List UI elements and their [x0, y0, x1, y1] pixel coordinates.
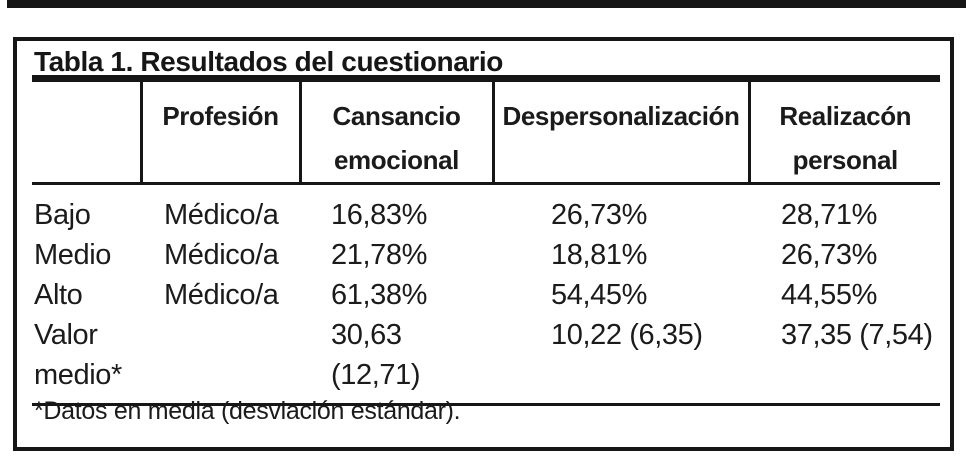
column-header-empty: [32, 75, 141, 185]
data-cell: 30,63 (12,71): [300, 315, 493, 406]
data-cell: [141, 315, 300, 406]
table-row-alto: Alto Médico/a 61,38% 54,45% 44,55%: [32, 275, 940, 315]
data-cell: 26,73%: [781, 239, 877, 271]
data-cell: 26,73%: [551, 199, 647, 231]
table-row-bajo: Bajo Médico/a 16,83% 26,73% 28,71%: [32, 184, 940, 236]
data-cell: Médico/a: [164, 199, 279, 231]
data-cell: 16,83%: [331, 199, 427, 231]
data-cell: 61,38%: [331, 279, 427, 311]
table-title: Tabla 1. Resultados del cuestionario: [34, 46, 503, 77]
column-header-realizacion-personal: Realizacón personal: [747, 75, 940, 185]
row-label: Alto: [34, 279, 83, 311]
data-cell: 21,78%: [331, 239, 427, 271]
table-footnote: *Datos en media (desviación estándar).: [34, 397, 461, 425]
data-cell: 10,22 (6,35): [493, 315, 749, 406]
column-header-despersonalizacion: Despersonalización: [491, 75, 749, 185]
data-cell: Médico/a: [164, 279, 279, 311]
data-cell: 18,81%: [551, 239, 647, 271]
column-header-profesion: Profesión: [139, 75, 300, 185]
table-row-medio: Medio Médico/a 21,78% 18,81% 26,73%: [32, 235, 940, 275]
results-table: Profesión Cansancio emocional Despersona…: [32, 75, 940, 406]
table-row-valor-medio: Valor medio* 30,63 (12,71) 10,22 (6,35) …: [32, 315, 940, 406]
row-label: Valor medio*: [32, 315, 141, 406]
top-divider-bar: [7, 0, 966, 8]
data-cell: 44,55%: [781, 279, 877, 311]
column-header-cansancio-emocional: Cansancio emocional: [298, 75, 493, 185]
data-cell: 54,45%: [551, 279, 647, 311]
data-cell: 37,35 (7,54): [749, 315, 940, 406]
data-cell: Médico/a: [164, 239, 279, 271]
row-label: Bajo: [34, 199, 91, 231]
row-label: Medio: [34, 239, 111, 271]
table-container: Profesión Cansancio emocional Despersona…: [32, 75, 940, 406]
data-cell: 28,71%: [781, 199, 877, 231]
table-header-row: Profesión Cansancio emocional Despersona…: [32, 75, 940, 185]
table-frame: Tabla 1. Resultados del cuestionario Pro…: [13, 37, 954, 451]
